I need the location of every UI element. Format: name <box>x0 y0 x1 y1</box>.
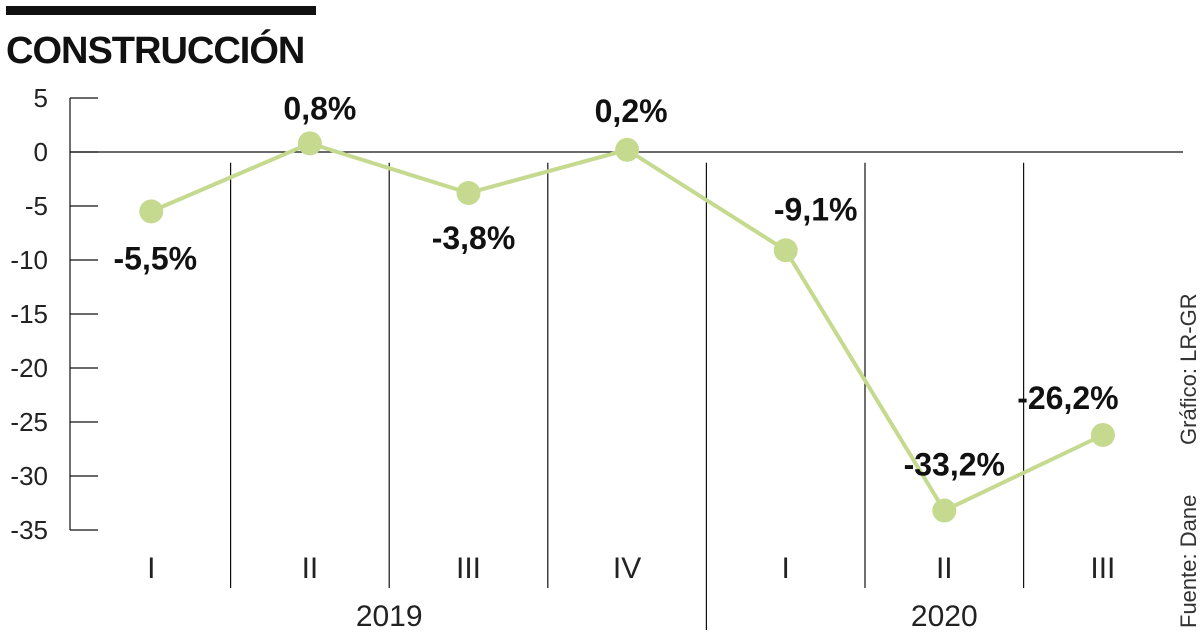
y-tick-label: -35 <box>10 515 48 545</box>
y-tick-label: -25 <box>10 407 48 437</box>
data-point <box>1090 422 1115 447</box>
y-tick-label: 5 <box>34 83 48 113</box>
year-label: 2019 <box>356 600 423 633</box>
x-tick-label: II <box>302 552 319 585</box>
x-tick-label: I <box>147 552 155 585</box>
y-tick-label: -10 <box>10 245 48 275</box>
y-tick-label: -30 <box>10 461 48 491</box>
title-rule <box>6 6 316 15</box>
data-point <box>615 137 640 162</box>
x-tick-label: IV <box>613 552 641 585</box>
y-tick-label: -20 <box>10 353 48 383</box>
y-tick-label: -5 <box>25 191 48 221</box>
data-label: 0,2% <box>595 93 668 129</box>
data-point <box>456 181 481 206</box>
data-label: -33,2% <box>904 447 1005 483</box>
year-label: 2020 <box>911 600 978 633</box>
data-label: -9,1% <box>774 191 858 227</box>
x-tick-label: III <box>1090 552 1115 585</box>
data-point <box>932 498 957 523</box>
data-point <box>297 131 322 156</box>
chart-title: CONSTRUCCIÓN <box>6 30 305 72</box>
y-tick-label: 0 <box>34 137 48 167</box>
x-tick-label: III <box>456 552 481 585</box>
x-tick-label: I <box>782 552 790 585</box>
data-label: -3,8% <box>432 220 516 256</box>
y-tick-label: -15 <box>10 299 48 329</box>
x-tick-label: II <box>936 552 953 585</box>
data-label: -26,2% <box>1017 380 1118 416</box>
data-point <box>773 238 798 263</box>
credit-note: Gráfico: LR-GR <box>1176 293 1200 445</box>
data-label: -5,5% <box>114 240 198 276</box>
data-point <box>139 199 164 224</box>
data-label: 0,8% <box>283 90 356 126</box>
source-note: Fuente: Dane <box>1176 494 1200 628</box>
